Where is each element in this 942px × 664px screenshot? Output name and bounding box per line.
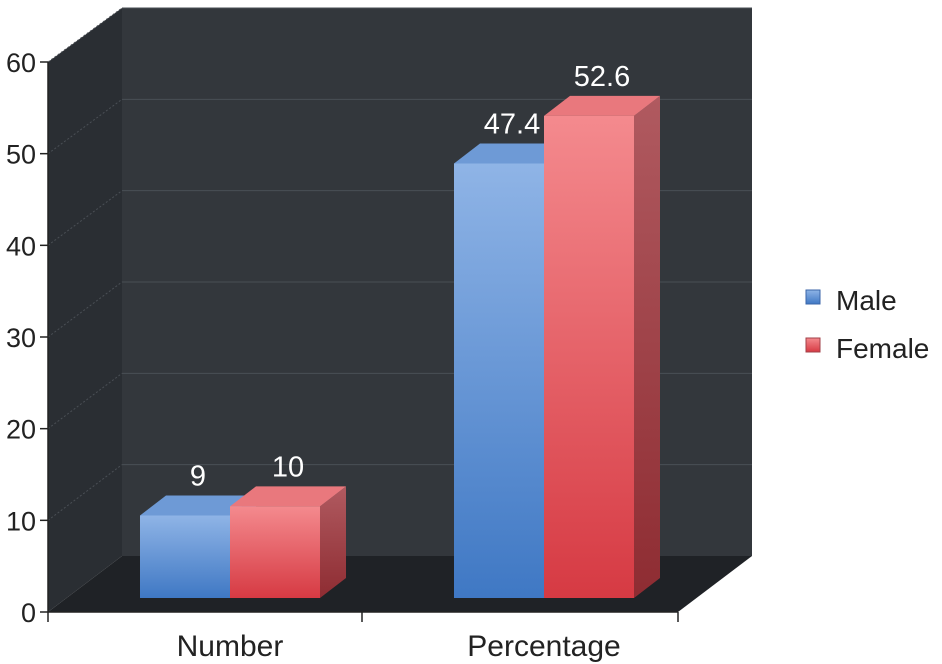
bar-side-face	[320, 486, 346, 598]
x-tick-label: Number	[177, 630, 284, 663]
bar-top-face	[454, 143, 570, 164]
y-tick-label: 10	[6, 506, 36, 536]
bar-side-face	[634, 95, 660, 598]
bar-front-face	[230, 506, 320, 598]
bar-female-percentage	[544, 95, 660, 598]
gridline-side	[47, 98, 123, 155]
y-tick-label: 50	[6, 140, 36, 170]
x-axis: Number Percentage	[177, 630, 621, 663]
bar-front-face	[454, 163, 544, 598]
bar-top-face	[140, 495, 256, 516]
legend-swatch	[805, 289, 821, 305]
y-tick-label: 20	[6, 415, 36, 445]
legend: Male Female	[805, 285, 929, 364]
gridline-side	[47, 281, 123, 338]
bar-front-face	[544, 115, 634, 598]
bar-front-face	[140, 515, 230, 598]
gridline-side	[47, 464, 123, 521]
bars	[140, 95, 660, 598]
bar-top-face	[544, 95, 660, 116]
gridline-side	[47, 190, 123, 246]
y-tick-label: 0	[21, 598, 36, 628]
gridline-side	[47, 372, 123, 430]
data-label: 47.4	[484, 109, 540, 141]
bar-female-number	[230, 486, 346, 598]
legend-label: Female	[836, 333, 929, 364]
data-label: 52.6	[574, 61, 630, 93]
x-tick-label: Percentage	[467, 630, 620, 663]
legend-swatch	[805, 337, 821, 353]
gridline-side	[47, 7, 123, 63]
data-labels: 9 10 47.4 52.6	[190, 61, 630, 493]
y-tick-label: 30	[6, 323, 36, 353]
y-tick-label: 40	[6, 231, 36, 261]
legend-item-male: Male	[805, 285, 897, 316]
legend-label: Male	[836, 285, 897, 316]
y-axis: 0 10 20 30 40 50 60	[6, 48, 679, 628]
data-label: 9	[190, 461, 206, 493]
data-label: 10	[272, 451, 304, 483]
y-tick-label: 60	[6, 48, 36, 78]
legend-item-female: Female	[805, 333, 929, 364]
bar-top-face	[230, 486, 346, 507]
